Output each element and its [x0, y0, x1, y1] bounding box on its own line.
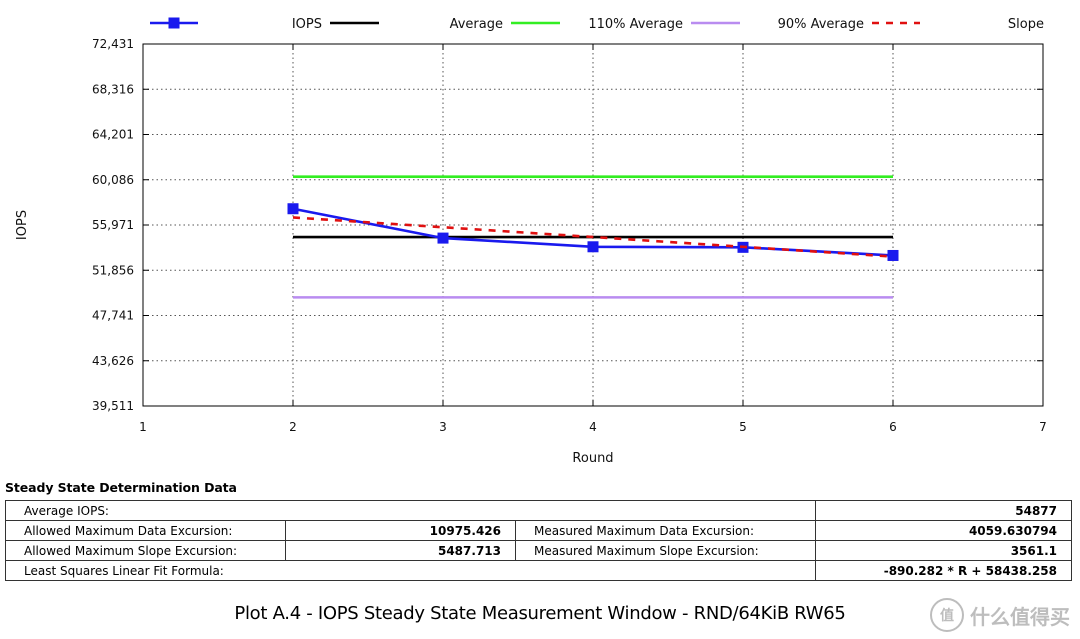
y-tick-label: 72,431	[92, 37, 134, 51]
x-axis-label: Round	[572, 451, 613, 466]
x-tick-label: 6	[889, 420, 897, 434]
legend-label-average: Average	[450, 17, 503, 32]
x-tick-label: 2	[289, 420, 297, 434]
y-tick-label: 60,086	[92, 173, 134, 187]
average-iops-value: 54877	[815, 500, 1072, 521]
watermark-text: 什么值得买	[970, 604, 1070, 629]
y-tick-label: 55,971	[92, 218, 134, 232]
data-point	[887, 249, 899, 261]
y-tick-label: 43,626	[92, 354, 134, 368]
measured-data-excursion-value: 4059.630794	[815, 520, 1072, 541]
chart: IOPS Average 110% Average 90% Average Slope …	[15, 17, 1047, 466]
measured-slope-excursion-value: 3561.1	[815, 540, 1072, 561]
legend-label-90-average: 90% Average	[778, 17, 864, 32]
x-tick-label: 3	[439, 420, 447, 434]
x-tick-label: 4	[589, 420, 597, 434]
legend-label-110-average: 110% Average	[588, 17, 683, 32]
y-tick-label: 39,511	[92, 399, 134, 413]
table-row: Least Squares Linear Fit Formula: -890.2…	[5, 560, 1072, 581]
y-axis-label: IOPS	[15, 210, 30, 240]
allowed-data-excursion-label: Allowed Maximum Data Excursion:	[5, 520, 286, 541]
y-tick-label: 68,316	[92, 82, 134, 96]
table-row: Allowed Maximum Data Excursion: 10975.42…	[5, 520, 1072, 541]
steady-state-section: Steady State Determination Data Average …	[5, 479, 1073, 581]
steady-state-title: Steady State Determination Data	[5, 480, 237, 495]
table-row: Average IOPS: 54877	[5, 500, 1072, 521]
x-tick-label: 1	[139, 420, 147, 434]
series-line-slope	[292, 216, 894, 258]
legend-label-iops: IOPS	[292, 17, 322, 32]
average-iops-label: Average IOPS:	[5, 500, 816, 521]
legend-label-slope: Slope	[1008, 17, 1044, 32]
y-tick-label: 51,856	[92, 263, 134, 277]
grid	[143, 44, 1043, 406]
ticks: 39,511 43,626 47,741 51,856 55,971 60,086 64,2…	[92, 37, 1047, 434]
data-point	[587, 241, 599, 253]
table-row: Allowed Maximum Slope Excursion: 5487.71…	[5, 540, 1072, 561]
y-tick-label: 47,741	[92, 309, 134, 323]
legend: IOPS Average 110% Average 90% Average Slope	[150, 17, 1044, 32]
x-tick-label: 7	[1039, 420, 1047, 434]
data-point	[437, 232, 449, 244]
watermark-logo-icon: 值	[930, 598, 964, 632]
series	[287, 175, 899, 299]
allowed-slope-excursion-label: Allowed Maximum Slope Excursion:	[5, 540, 286, 561]
x-tick-label: 5	[739, 420, 747, 434]
watermark: 值 什么值得买	[930, 598, 1070, 632]
fit-formula-value: -890.282 * R + 58438.258	[815, 560, 1072, 581]
y-tick-label: 64,201	[92, 128, 134, 142]
allowed-slope-excursion-value: 5487.713	[285, 540, 516, 561]
allowed-data-excursion-value: 10975.426	[285, 520, 516, 541]
steady-state-table: Average IOPS: 54877 Allowed Maximum Data…	[5, 500, 1072, 581]
data-point	[287, 203, 299, 215]
fit-formula-label: Least Squares Linear Fit Formula:	[5, 560, 816, 581]
plot-caption: Plot A.4 - IOPS Steady State Measurement…	[234, 603, 846, 624]
measured-slope-excursion-label: Measured Maximum Slope Excursion:	[515, 540, 816, 561]
chart-svg: IOPS Average 110% Average 90% Average Slope …	[15, 17, 1047, 466]
legend-marker	[168, 17, 180, 29]
measured-data-excursion-label: Measured Maximum Data Excursion:	[515, 520, 816, 541]
